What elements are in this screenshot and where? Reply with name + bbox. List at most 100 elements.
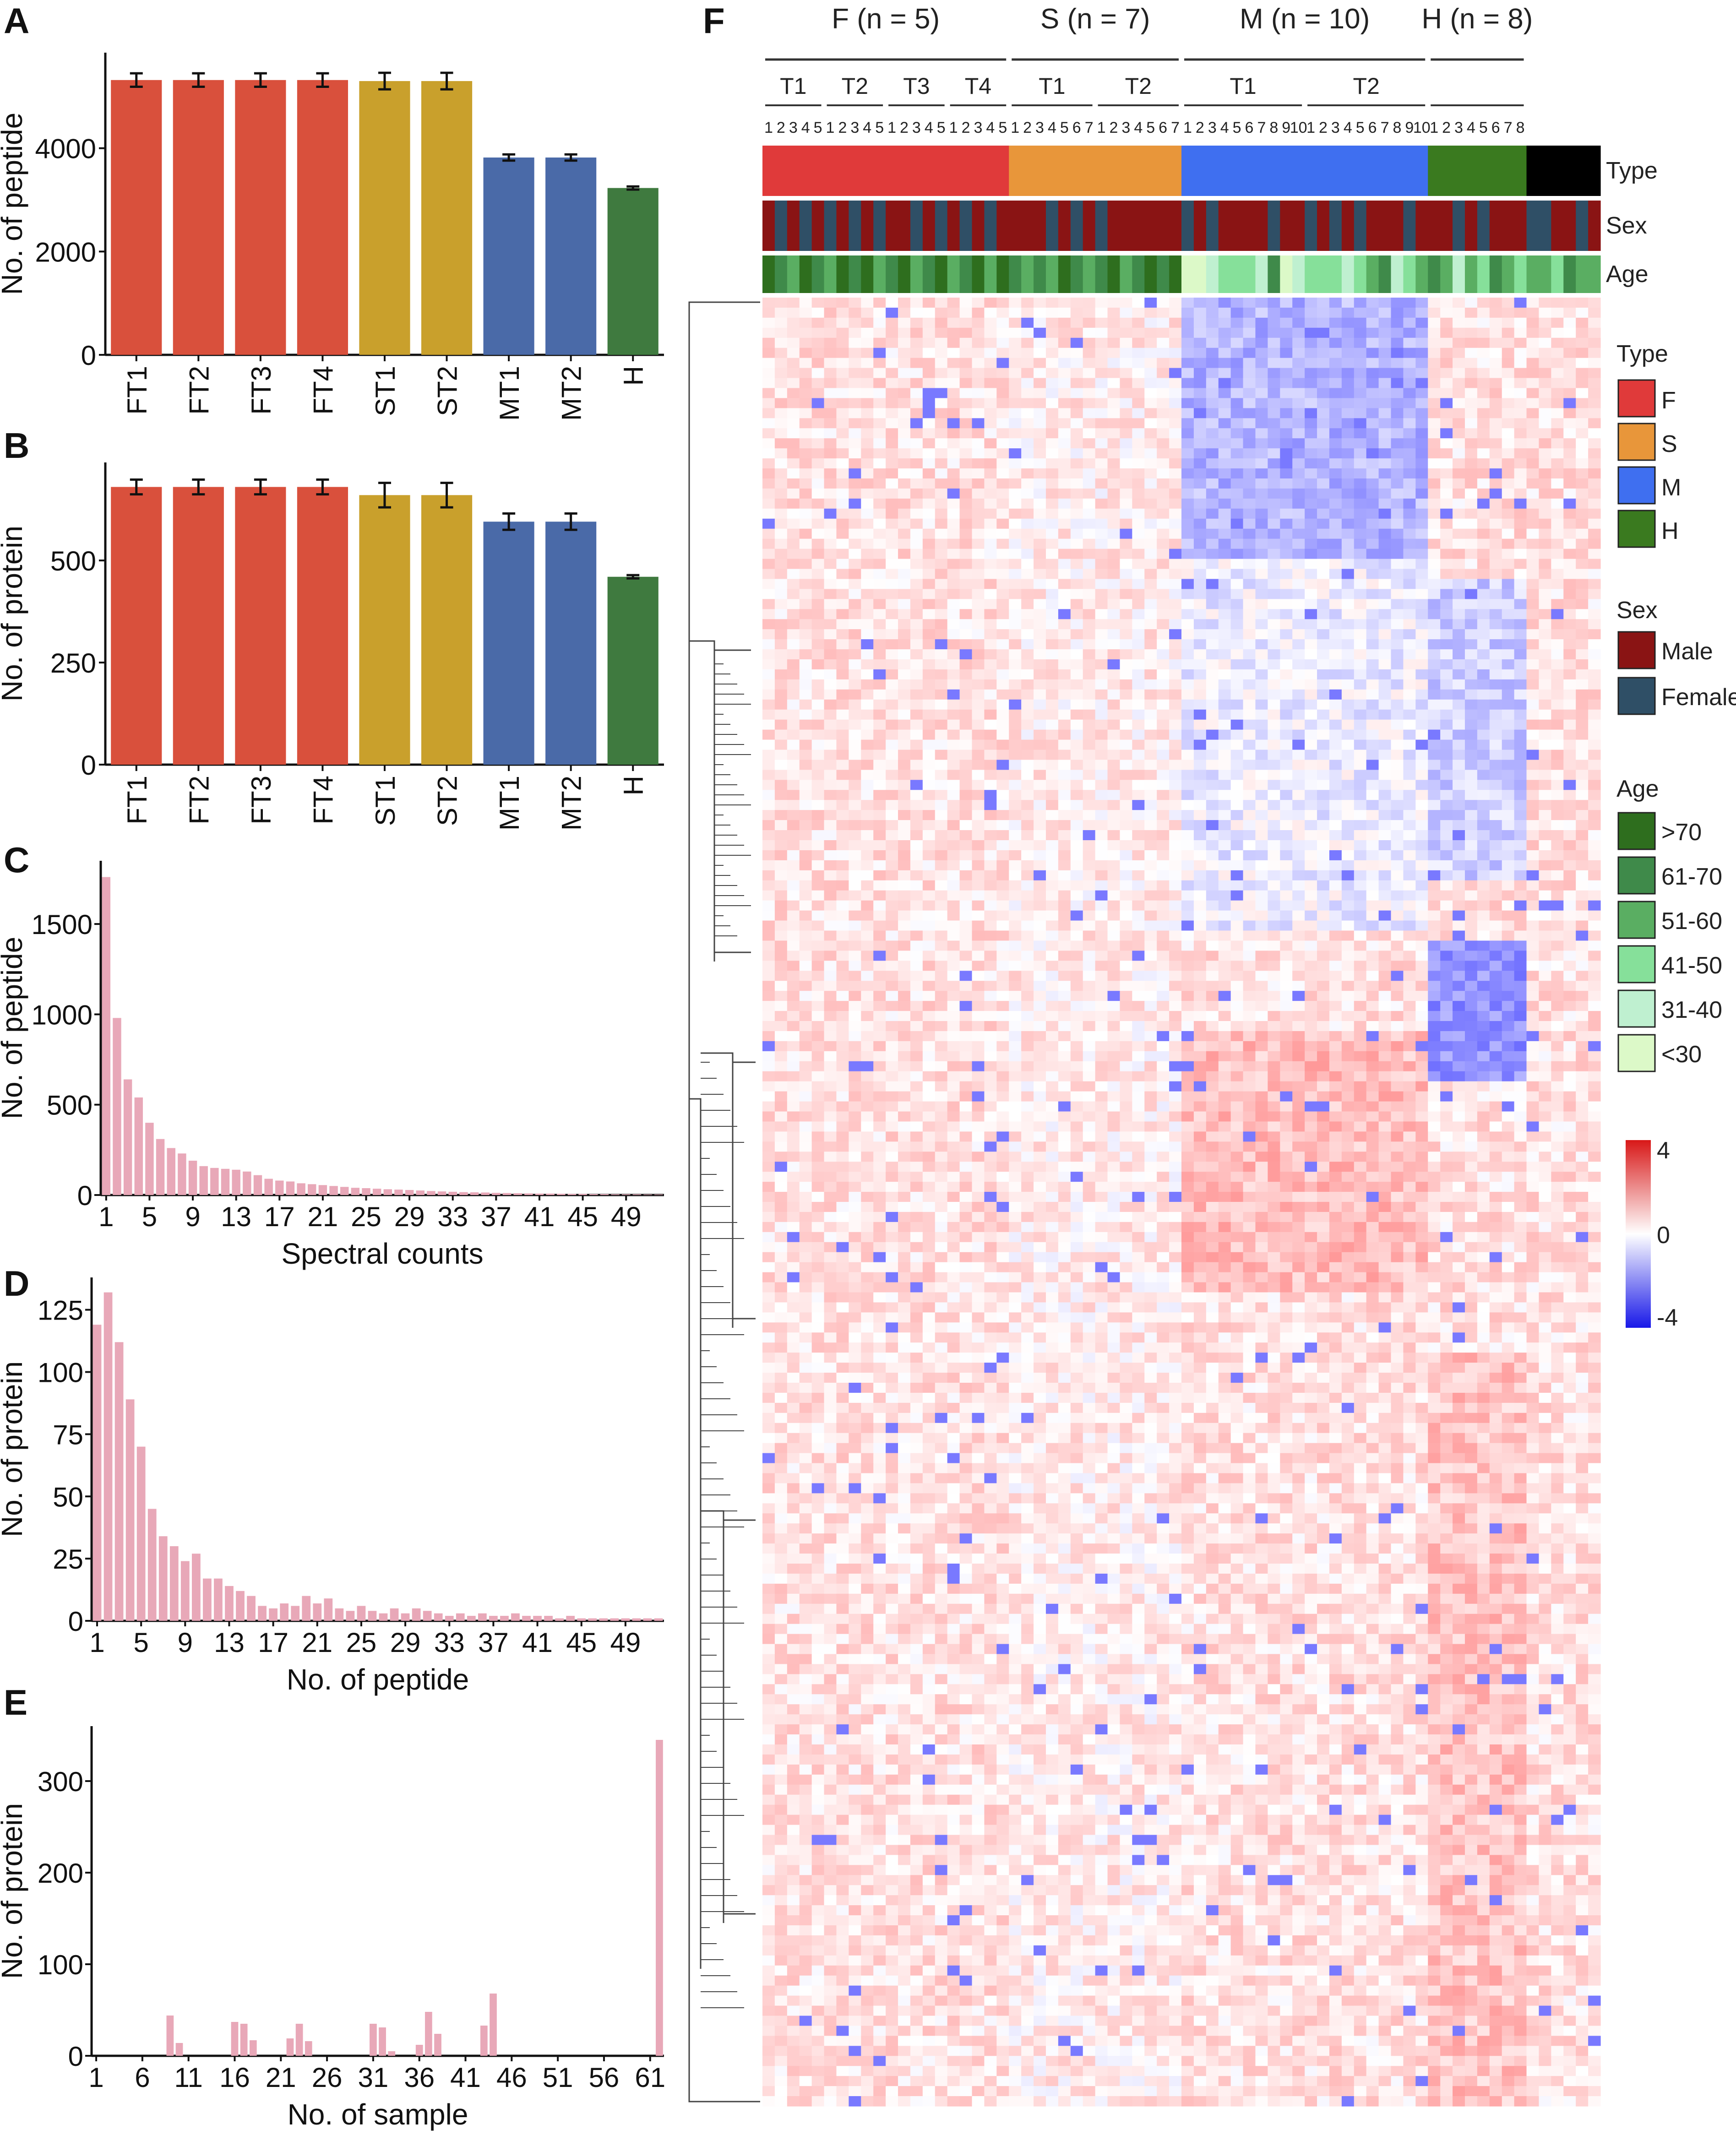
x-tick-label: MT2 bbox=[556, 366, 587, 421]
heatmap-cell bbox=[972, 649, 985, 660]
heatmap-cell bbox=[1366, 860, 1379, 871]
heatmap-cell bbox=[1009, 910, 1022, 921]
heatmap-cell bbox=[1243, 820, 1256, 831]
heatmap-cell bbox=[1514, 327, 1527, 338]
sex-track-cell bbox=[1181, 201, 1194, 251]
heatmap-cell bbox=[1292, 518, 1305, 529]
heatmap-cell bbox=[824, 870, 837, 881]
heatmap-cell bbox=[1206, 528, 1219, 539]
heatmap-cell bbox=[1329, 729, 1342, 740]
heatmap-cell bbox=[1255, 448, 1268, 459]
heatmap-cell bbox=[774, 599, 788, 609]
heatmap-cell bbox=[1230, 880, 1244, 891]
heatmap-cell bbox=[787, 619, 800, 630]
heatmap-cell bbox=[996, 850, 1009, 861]
heatmap-cell bbox=[1157, 559, 1170, 570]
heatmap-cell bbox=[1329, 639, 1342, 650]
heatmap-cell bbox=[1268, 790, 1280, 800]
heatmap-cell bbox=[824, 900, 837, 911]
heatmap-cell bbox=[972, 579, 985, 589]
heatmap-cell bbox=[947, 478, 960, 489]
heatmap-cell bbox=[1083, 830, 1096, 841]
heatmap-cell bbox=[1514, 358, 1527, 369]
type-track-label: Type bbox=[1606, 158, 1658, 184]
heatmap-cell bbox=[922, 699, 936, 710]
heatmap-cell bbox=[947, 327, 960, 338]
heatmap-cell bbox=[1588, 910, 1601, 921]
heatmap-cell bbox=[898, 609, 911, 619]
heatmap-cell bbox=[1070, 760, 1083, 770]
histogram-bar bbox=[600, 1194, 609, 1195]
heatmap-cell bbox=[1243, 488, 1256, 499]
type-track-cell bbox=[1107, 146, 1121, 196]
heatmap-cell bbox=[1021, 428, 1034, 439]
heatmap-cell bbox=[799, 549, 812, 560]
heatmap-cell bbox=[824, 619, 837, 630]
heatmap-cell bbox=[1415, 528, 1428, 539]
heatmap-cell bbox=[1526, 770, 1540, 780]
heatmap-cell bbox=[1009, 458, 1022, 469]
heatmap-cell bbox=[1526, 920, 1540, 931]
y-tick-label: 200 bbox=[38, 1858, 83, 1889]
heatmap-cell bbox=[1341, 569, 1355, 580]
heatmap-cell bbox=[1526, 619, 1540, 630]
heatmap-cell bbox=[1230, 368, 1244, 379]
heatmap-cell bbox=[922, 348, 936, 359]
heatmap-cell bbox=[762, 649, 775, 660]
heatmap-cell bbox=[1514, 488, 1527, 499]
heatmap-cell bbox=[1366, 438, 1379, 449]
heatmap-cell bbox=[774, 770, 788, 780]
heatmap-cell bbox=[1058, 800, 1071, 810]
heatmap-cell bbox=[1539, 468, 1551, 479]
heatmap-cell bbox=[1009, 629, 1022, 640]
heatmap-cell bbox=[1144, 659, 1157, 670]
heatmap-cell bbox=[1317, 729, 1330, 740]
x-tick-label: 29 bbox=[394, 1201, 425, 1232]
heatmap-cell bbox=[1107, 378, 1121, 389]
heatmap-cell bbox=[811, 559, 825, 570]
heatmap-cell bbox=[1341, 629, 1355, 640]
sex-track-cell bbox=[762, 201, 775, 251]
heatmap-cell bbox=[996, 760, 1009, 770]
heatmap-cell bbox=[1329, 770, 1342, 780]
heatmap-cell bbox=[1070, 468, 1083, 479]
heatmap-cell bbox=[1107, 408, 1121, 418]
heatmap-cell bbox=[1021, 679, 1034, 690]
heatmap-cell bbox=[873, 599, 886, 609]
heatmap-cell bbox=[1588, 538, 1601, 549]
heatmap-cell bbox=[799, 880, 812, 891]
heatmap-cell bbox=[1428, 348, 1441, 359]
heatmap-cell bbox=[1206, 298, 1219, 308]
heatmap-cell bbox=[947, 830, 960, 841]
histogram-bar bbox=[136, 1446, 146, 1621]
heatmap-cell bbox=[1070, 810, 1083, 820]
heatmap-cell bbox=[1169, 518, 1182, 529]
heatmap-cell bbox=[1045, 458, 1059, 469]
heatmap-cell bbox=[799, 689, 812, 700]
heatmap-cell bbox=[910, 659, 923, 670]
heatmap-cell bbox=[898, 448, 911, 459]
heatmap-cell bbox=[1440, 880, 1453, 891]
heatmap-cell bbox=[1341, 830, 1355, 841]
age-track-cell bbox=[1034, 255, 1046, 293]
heatmap-cell bbox=[1489, 528, 1502, 539]
heatmap-cell bbox=[1305, 388, 1317, 399]
heatmap-cell bbox=[886, 358, 898, 369]
heatmap-cell bbox=[1120, 528, 1132, 539]
heatmap-cell bbox=[1477, 599, 1490, 609]
heatmap-cell bbox=[1120, 488, 1132, 499]
histogram-bar bbox=[114, 1342, 124, 1621]
heatmap-cell bbox=[922, 599, 936, 609]
heatmap-cell bbox=[1440, 388, 1453, 399]
heatmap-cell bbox=[849, 739, 861, 750]
heatmap-cell bbox=[1132, 337, 1145, 348]
heatmap-cell bbox=[799, 538, 812, 549]
heatmap-cell bbox=[1440, 760, 1453, 770]
type-track-cell bbox=[787, 146, 800, 196]
heatmap-cell bbox=[1021, 579, 1034, 589]
heatmap-cell bbox=[1428, 639, 1441, 650]
heatmap-cell bbox=[1341, 619, 1355, 630]
heatmap-cell bbox=[1415, 298, 1428, 308]
heatmap-cell bbox=[1083, 428, 1096, 439]
x-tick-label: FT3 bbox=[246, 776, 277, 825]
